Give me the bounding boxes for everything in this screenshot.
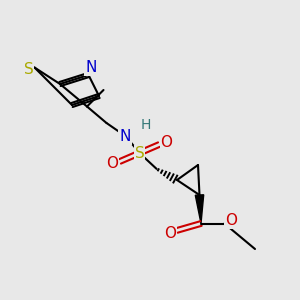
Text: O: O	[160, 135, 172, 150]
Text: O: O	[164, 226, 176, 242]
Text: N: N	[119, 129, 131, 144]
Polygon shape	[195, 195, 204, 224]
Text: O: O	[225, 213, 237, 228]
Text: S: S	[135, 146, 144, 160]
Text: N: N	[85, 60, 97, 75]
Text: H: H	[140, 118, 151, 132]
Text: S: S	[24, 61, 33, 76]
Text: O: O	[106, 156, 119, 171]
